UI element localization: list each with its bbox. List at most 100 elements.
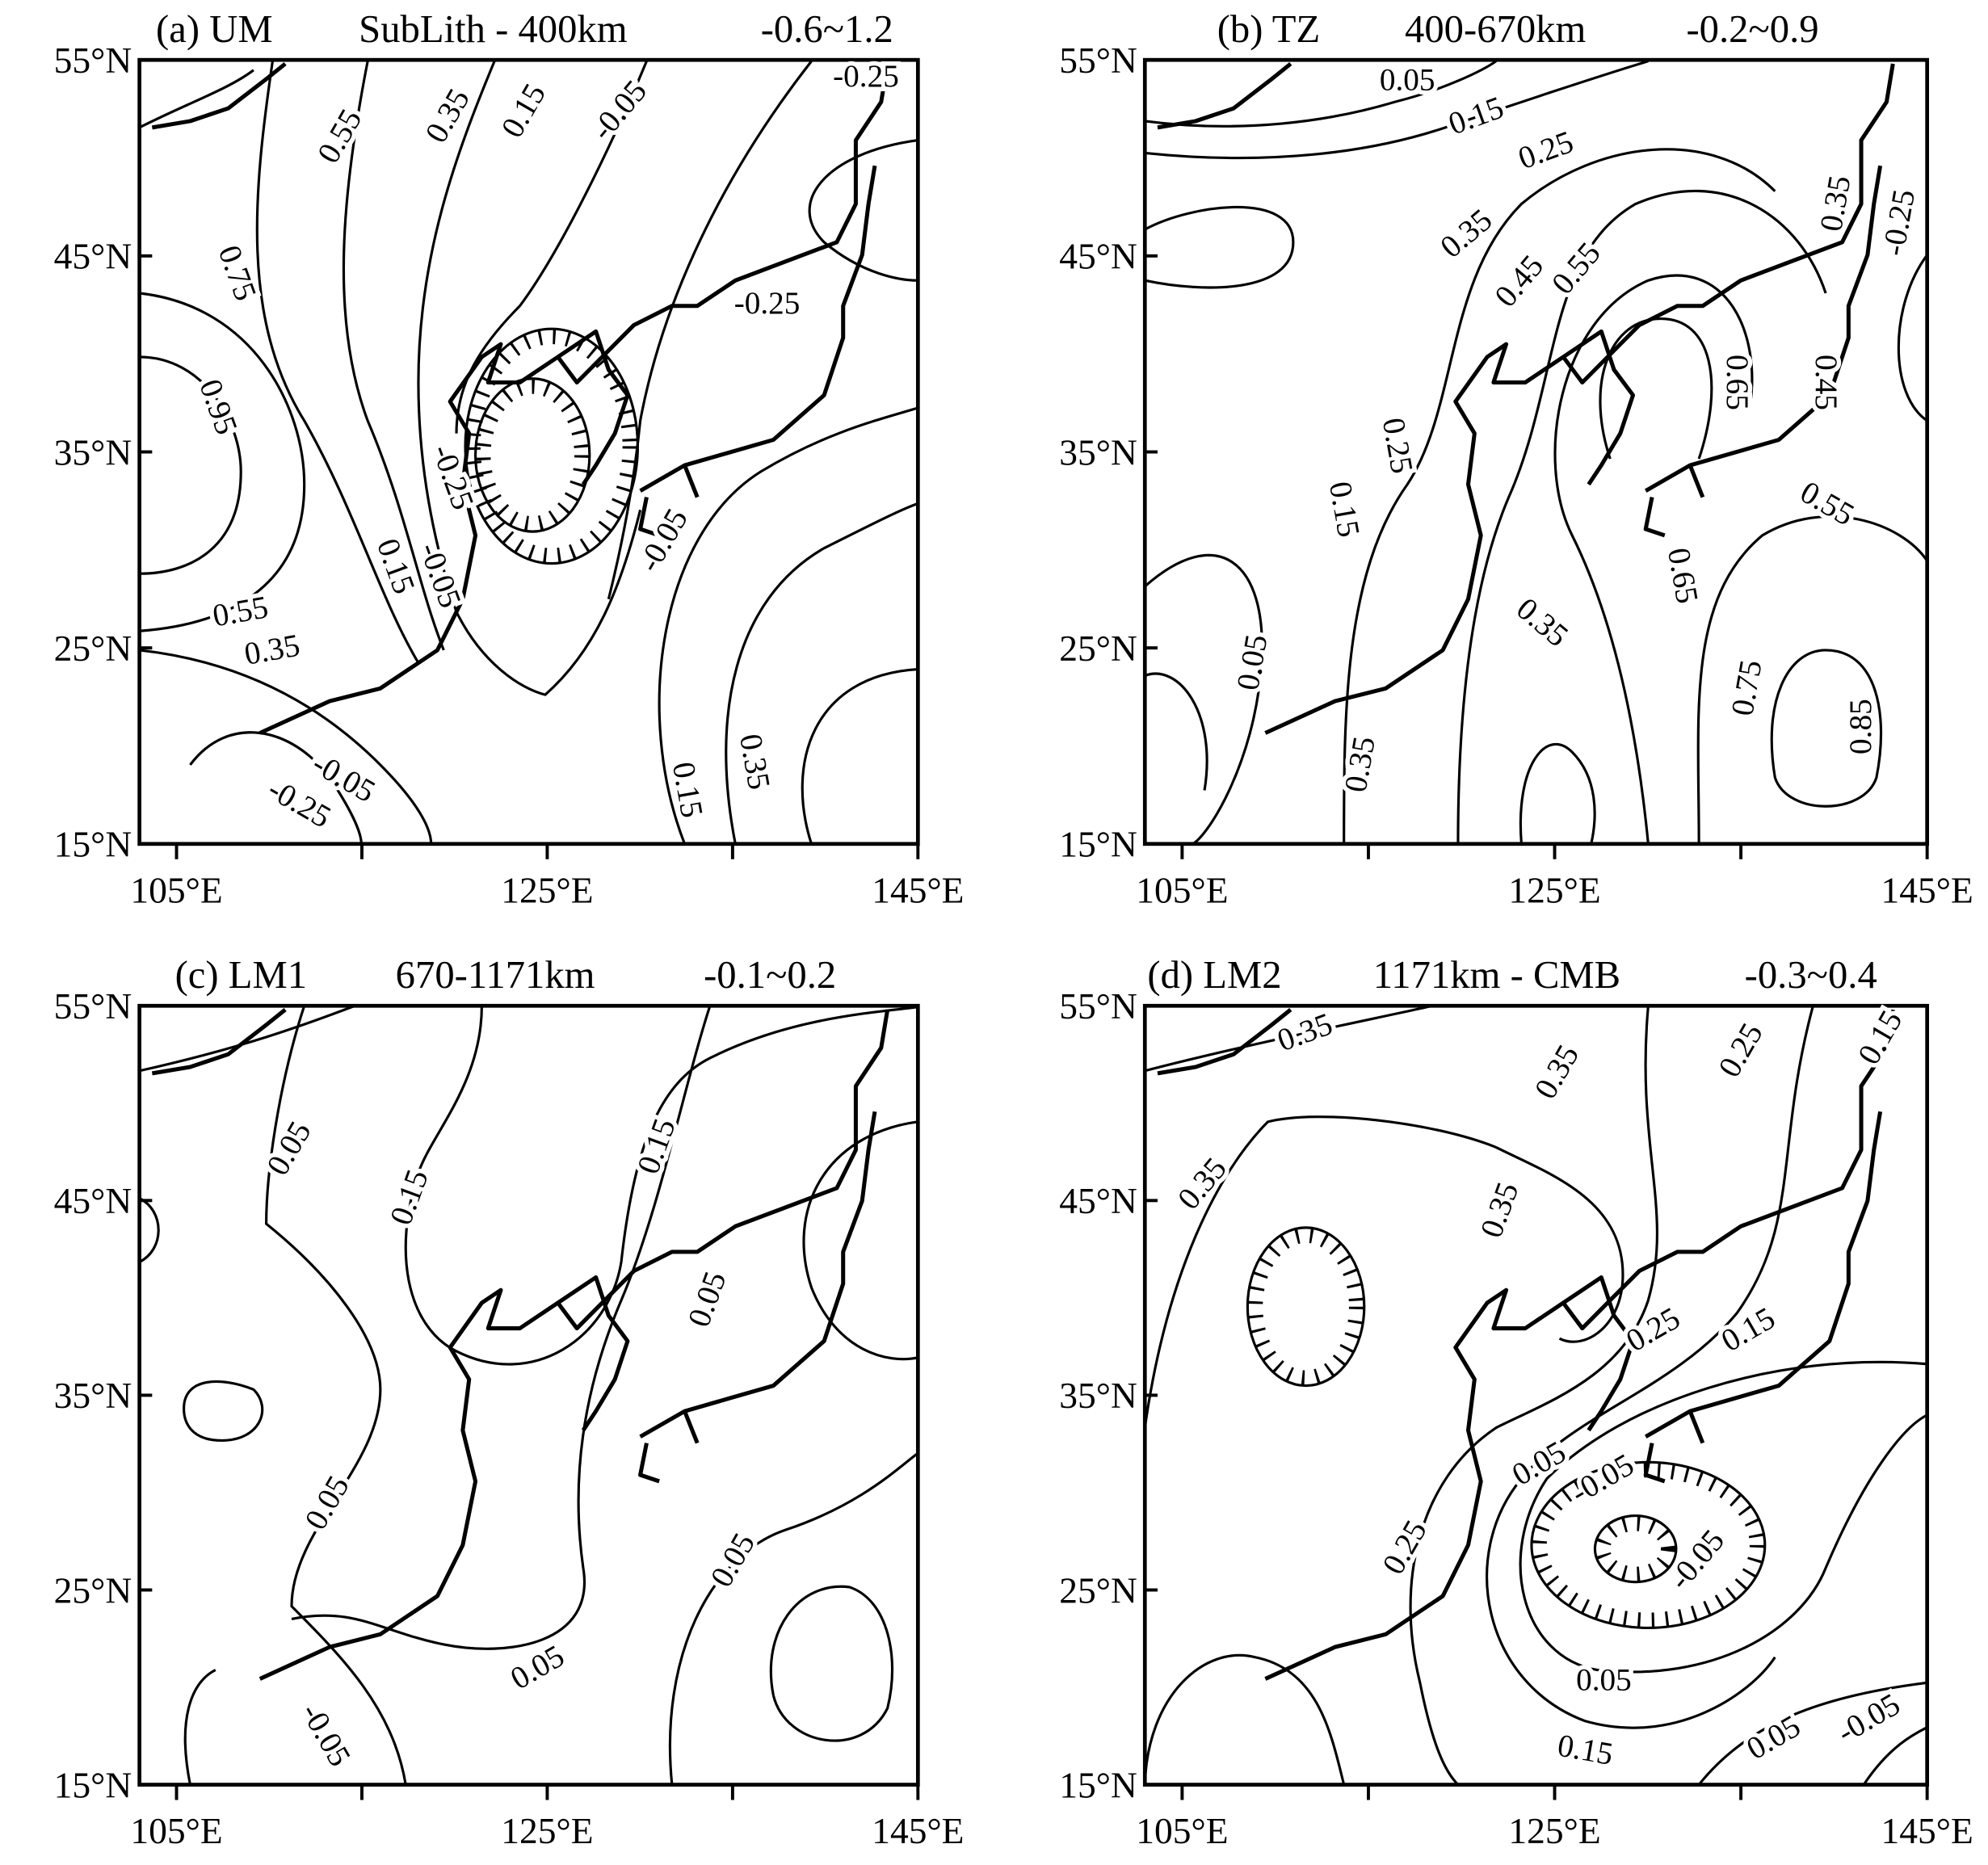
contours-c: [138, 1004, 919, 1785]
panel-frame: [137, 57, 920, 846]
y-tick-label: 45°N: [1059, 236, 1137, 277]
contour-label: 0.15: [666, 759, 710, 821]
contour-label: 0.45: [1809, 355, 1844, 410]
contour-label: 0.15: [630, 1114, 683, 1178]
x-tick-label: 105°E: [130, 869, 222, 910]
x-tick-label: 105°E: [130, 1810, 222, 1851]
panel-title-range: -0.1~0.2: [704, 953, 836, 997]
contour-label: 0.65: [1661, 545, 1705, 607]
panel-title-layer: SubLith - 400km: [359, 7, 627, 51]
y-tick-label: 35°N: [1059, 431, 1137, 473]
contour-label: 0.35: [1473, 1178, 1526, 1242]
x-tick-label: 105°E: [1136, 1810, 1228, 1851]
contour-label: 0.15: [494, 78, 553, 144]
panel: (d) LM2 1171km - CMB -0.3~0.4 55°N 45°N 35°N 2…: [1059, 953, 1973, 1851]
panel-title-label: (b) TZ: [1217, 7, 1320, 51]
panel-title-label: (a) UM: [156, 7, 273, 51]
contour-label: -0.25: [833, 58, 899, 94]
x-tick-label: 145°E: [872, 869, 964, 910]
contour-label: 0.35: [1528, 1039, 1586, 1105]
x-tick-label: 125°E: [501, 869, 593, 910]
contours-b: [1144, 60, 1928, 846]
y-tick-label: 15°N: [1059, 1764, 1137, 1805]
contour-label: 0.55: [310, 103, 368, 170]
contour-label: -0.05: [1831, 1686, 1906, 1750]
y-tick-label: 55°N: [54, 40, 132, 81]
y-tick-label: 45°N: [1059, 1180, 1137, 1221]
contour-label: -0.05: [1565, 1447, 1640, 1510]
panel: (b) TZ 400-670km -0.2~0.9 55°N 45°N 35°N 25°N 1…: [1059, 7, 1973, 910]
contour-label: 0.65: [1720, 355, 1755, 410]
contour-label: 0.85: [1843, 699, 1878, 754]
y-tick-label: 25°N: [1059, 1569, 1137, 1611]
contour-label: 0.55: [1794, 474, 1860, 533]
x-tick-label: 145°E: [872, 1810, 964, 1851]
contour-label: -0.05: [294, 1697, 358, 1772]
coastline: [151, 61, 890, 735]
contour-label: 0.05: [1229, 632, 1274, 693]
contour-label: 0.45: [1488, 248, 1551, 313]
contour-label: 0.05: [1380, 62, 1435, 98]
contour-label: 0.35: [1171, 1151, 1234, 1216]
x-tick-label: 125°E: [501, 1810, 593, 1851]
panel-title-layer: 670-1171km: [396, 953, 595, 997]
y-tick-label: 35°N: [54, 431, 132, 473]
y-tick-label: 15°N: [1059, 823, 1137, 864]
panel-frame: [1142, 1003, 1930, 1787]
contour-label: 0.35: [242, 627, 302, 671]
x-tick-label: 125°E: [1508, 869, 1600, 910]
contour-label: 0.75: [212, 241, 264, 305]
contour-label: 0.35: [1434, 202, 1499, 265]
y-tick-label: 25°N: [54, 628, 132, 669]
contour-label: -0.05: [584, 74, 654, 147]
panel-title-range: -0.2~0.9: [1686, 7, 1818, 51]
contour-label: 0.35: [418, 82, 477, 149]
contour-label: 0.05: [1741, 1708, 1806, 1767]
y-tick-label: 45°N: [54, 1180, 132, 1221]
panel-frame: [1142, 57, 1930, 846]
panel-title-range: -0.3~0.4: [1745, 953, 1877, 997]
coastline: [1157, 1008, 1895, 1681]
y-tick-label: 25°N: [1059, 628, 1137, 669]
y-tick-label: 55°N: [54, 985, 132, 1027]
contour-label: 0.15: [1851, 1004, 1909, 1070]
contour-label: -0.25: [734, 285, 801, 321]
panel: (a) UM SubLith - 400km -0.6~1.2 55°N 45°N 35°…: [54, 7, 965, 910]
coastline: [151, 1008, 890, 1681]
x-tick-label: 145°E: [1881, 1810, 1973, 1851]
contour-label: 0.55: [210, 589, 271, 633]
contour-label: 0.75: [1724, 657, 1768, 719]
contour-label: 0.15: [370, 534, 422, 599]
contour-label: 0.55: [1545, 235, 1608, 300]
contour-label: 0.15: [1444, 90, 1508, 142]
panels: (a) UM SubLith - 400km -0.6~1.2 55°N 45°N 35°…: [54, 7, 1973, 1851]
y-tick-label: 45°N: [54, 236, 132, 277]
contour-label: 0.05: [681, 1266, 733, 1331]
panel-title-label: (c) LM1: [175, 953, 307, 997]
panel-title-layer: 1171km - CMB: [1373, 953, 1620, 997]
y-tick-label: 35°N: [54, 1375, 132, 1416]
contour-label: 0.05: [704, 1527, 762, 1593]
y-tick-label: 35°N: [1059, 1375, 1137, 1416]
x-tick-label: 125°E: [1508, 1810, 1600, 1851]
y-tick-label: 25°N: [54, 1569, 132, 1611]
contour-label: -0.25: [1876, 187, 1922, 258]
contour-label: 0.05: [1506, 1434, 1571, 1493]
contour-label: 0.15: [1715, 1300, 1780, 1359]
contours-a: [138, 60, 918, 845]
y-tick-label: 15°N: [54, 1764, 132, 1805]
y-tick-label: 55°N: [1059, 985, 1137, 1027]
contour-label: 0.35: [733, 731, 777, 792]
contour-label: 0.35: [1272, 1006, 1337, 1058]
contour-label: -0.05: [413, 538, 469, 612]
y-tick-label: 55°N: [1059, 40, 1137, 81]
contour-label: 0.95: [192, 375, 245, 439]
panel: (c) LM1 670-1171km -0.1~0.2 55°N 45°N 35°N 25°…: [54, 953, 965, 1851]
panel-title-label: (d) LM2: [1147, 953, 1281, 997]
contour-label: 0.05: [1576, 1661, 1632, 1697]
hatched-contours: [464, 327, 1767, 1630]
contour-label: 0.15: [383, 1165, 435, 1229]
panel-title-layer: 400-670km: [1405, 7, 1586, 51]
